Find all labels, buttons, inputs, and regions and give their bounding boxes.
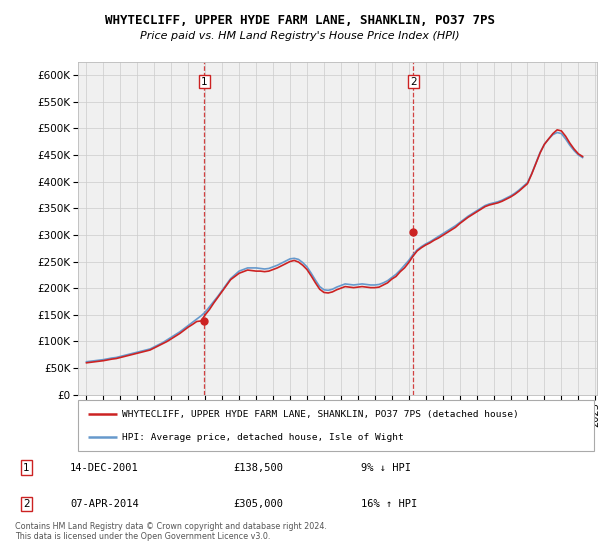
Text: 1: 1 [23,463,30,473]
Text: WHYTECLIFF, UPPER HYDE FARM LANE, SHANKLIN, PO37 7PS: WHYTECLIFF, UPPER HYDE FARM LANE, SHANKL… [105,14,495,27]
Text: WHYTECLIFF, UPPER HYDE FARM LANE, SHANKLIN, PO37 7PS (detached house): WHYTECLIFF, UPPER HYDE FARM LANE, SHANKL… [122,409,518,418]
Text: 16% ↑ HPI: 16% ↑ HPI [361,499,418,509]
Text: 2: 2 [23,499,30,509]
Text: 14-DEC-2001: 14-DEC-2001 [70,463,139,473]
FancyBboxPatch shape [78,400,594,451]
Text: Contains HM Land Registry data © Crown copyright and database right 2024.
This d: Contains HM Land Registry data © Crown c… [15,522,327,542]
Text: 9% ↓ HPI: 9% ↓ HPI [361,463,411,473]
Text: HPI: Average price, detached house, Isle of Wight: HPI: Average price, detached house, Isle… [122,433,404,442]
Text: £305,000: £305,000 [233,499,283,509]
Text: £138,500: £138,500 [233,463,283,473]
Text: 2: 2 [410,77,416,87]
Text: Price paid vs. HM Land Registry's House Price Index (HPI): Price paid vs. HM Land Registry's House … [140,31,460,41]
Text: 1: 1 [201,77,208,87]
Text: 07-APR-2014: 07-APR-2014 [70,499,139,509]
